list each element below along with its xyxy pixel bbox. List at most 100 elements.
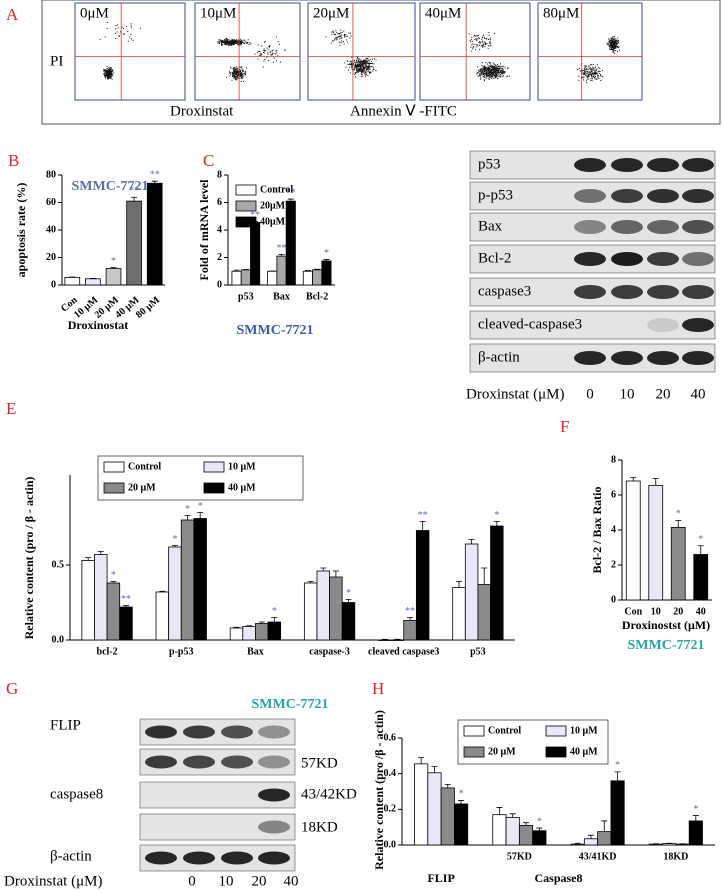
dose-label: 80μM bbox=[543, 5, 579, 21]
lane-label: 40 bbox=[691, 386, 706, 402]
event-dot bbox=[616, 42, 618, 44]
event-dot bbox=[617, 40, 619, 42]
event-dot bbox=[496, 65, 498, 67]
blot-band bbox=[682, 252, 714, 266]
event-dot bbox=[472, 46, 474, 48]
error-bar bbox=[614, 771, 621, 781]
event-dot bbox=[595, 73, 596, 75]
event-dot bbox=[595, 66, 596, 68]
legend-swatch bbox=[545, 725, 567, 737]
event-dot bbox=[234, 72, 236, 73]
event-dot bbox=[593, 74, 595, 76]
event-dot bbox=[497, 64, 498, 66]
event-dot bbox=[357, 57, 358, 59]
event-dot bbox=[266, 47, 268, 49]
event-dot bbox=[239, 75, 241, 77]
event-dot bbox=[493, 63, 495, 65]
event-dot bbox=[268, 46, 270, 47]
event-dot bbox=[483, 43, 484, 45]
event-dot bbox=[494, 77, 496, 79]
significance-mark: ** bbox=[277, 243, 287, 254]
event-dot bbox=[234, 40, 236, 41]
legend-label: Control bbox=[260, 184, 293, 195]
event-dot bbox=[476, 39, 477, 41]
event-dot bbox=[609, 45, 611, 47]
event-dot bbox=[234, 68, 236, 70]
lane-label: 0 bbox=[188, 873, 196, 889]
event-dot bbox=[228, 75, 230, 77]
blot-label: p-p53 bbox=[478, 187, 513, 203]
event-dot bbox=[598, 77, 600, 79]
event-dot bbox=[336, 36, 338, 38]
event-dot bbox=[348, 64, 350, 65]
event-dot bbox=[224, 39, 226, 40]
event-dot bbox=[584, 65, 586, 67]
event-dot bbox=[242, 69, 244, 71]
event-dot bbox=[591, 71, 592, 73]
event-dot bbox=[109, 67, 111, 69]
blot-strip bbox=[469, 310, 716, 340]
event-dot bbox=[236, 71, 238, 73]
blot-band bbox=[221, 755, 253, 769]
event-dot bbox=[265, 50, 267, 52]
event-dot bbox=[132, 39, 134, 41]
y-tick-label: 20 bbox=[46, 252, 56, 263]
event-dot bbox=[354, 65, 356, 67]
event-dot bbox=[490, 76, 492, 78]
event-dot bbox=[358, 66, 360, 68]
event-dot bbox=[123, 33, 125, 35]
event-dot bbox=[234, 67, 236, 68]
panel-letter: F bbox=[560, 417, 569, 436]
event-dot bbox=[491, 74, 493, 76]
group-label: FLIP bbox=[427, 871, 454, 885]
event-dot bbox=[222, 43, 223, 45]
event-dot bbox=[587, 78, 589, 80]
bar bbox=[464, 543, 479, 641]
event-dot bbox=[500, 76, 502, 78]
event-dot bbox=[492, 69, 494, 71]
event-dot bbox=[479, 41, 481, 43]
event-dot bbox=[226, 43, 228, 45]
event-dot bbox=[107, 75, 109, 77]
event-dot bbox=[611, 40, 613, 42]
event-dot bbox=[585, 75, 587, 77]
event-dot bbox=[232, 44, 234, 46]
event-dot bbox=[470, 41, 472, 43]
event-dot bbox=[588, 74, 589, 76]
event-dot bbox=[271, 54, 273, 56]
blot-band bbox=[574, 285, 606, 299]
blot-band bbox=[647, 220, 679, 234]
y-tick-label: 0.0 bbox=[384, 839, 397, 850]
event-dot bbox=[242, 40, 244, 42]
event-dot bbox=[366, 63, 368, 65]
event-dot bbox=[485, 72, 487, 74]
event-dot bbox=[105, 69, 107, 71]
event-dot bbox=[360, 61, 362, 63]
event-dot bbox=[477, 45, 479, 47]
event-dot bbox=[115, 38, 117, 39]
event-dot bbox=[475, 44, 477, 46]
event-dot bbox=[343, 35, 345, 37]
event-dot bbox=[616, 44, 618, 46]
event-dot bbox=[233, 43, 235, 45]
event-dot bbox=[240, 73, 242, 74]
y-axis-title: Relative content (pro / β - actin) bbox=[22, 477, 36, 640]
event-dot bbox=[284, 49, 286, 51]
blot-band bbox=[647, 351, 679, 365]
event-dot bbox=[495, 65, 497, 67]
event-dot bbox=[358, 63, 360, 65]
event-dot bbox=[254, 53, 256, 55]
significance-mark: * bbox=[494, 510, 499, 521]
event-dot bbox=[618, 42, 620, 44]
event-dot bbox=[245, 70, 247, 72]
significance-mark: * bbox=[172, 534, 177, 545]
event-dot bbox=[366, 62, 368, 64]
event-dot bbox=[234, 76, 236, 78]
event-dot bbox=[277, 55, 279, 57]
event-dot bbox=[359, 62, 361, 64]
event-dot bbox=[483, 80, 485, 82]
event-dot bbox=[234, 40, 236, 42]
event-dot bbox=[619, 49, 620, 51]
event-dot bbox=[237, 71, 239, 73]
event-dot bbox=[585, 70, 587, 72]
